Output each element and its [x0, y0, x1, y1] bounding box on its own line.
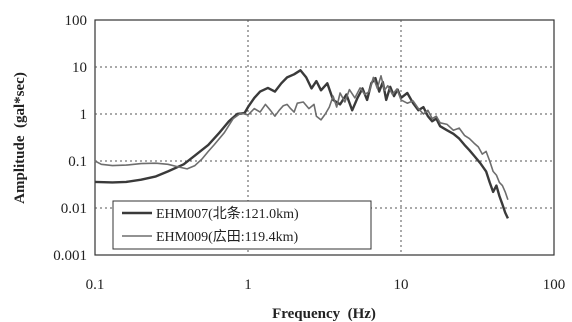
series-layer: [94, 69, 509, 219]
legend-label-ehm007: EHM007(北条:121.0km): [156, 205, 299, 222]
legend: EHM007(北条:121.0km) EHM009(広田:119.4km): [112, 200, 372, 250]
legend-box: [112, 200, 372, 250]
y-tick-label: 10: [72, 60, 87, 76]
y-tick-label: 1: [80, 107, 88, 123]
x-tick-label: 1: [244, 277, 252, 293]
legend-label-ehm009: EHM009(広田:119.4km): [156, 229, 299, 245]
y-tick-label: 100: [65, 13, 88, 29]
y-tick-label: 0.1: [68, 154, 87, 170]
x-axis-title: Frequency (Hz): [272, 306, 376, 322]
series-line-1: [94, 75, 509, 200]
y-tick-label: 0.001: [53, 248, 87, 264]
x-tick-label: 100: [543, 277, 566, 293]
x-tick-labels: 0.1 1 10 100: [86, 277, 566, 293]
x-tick-label: 0.1: [86, 277, 105, 293]
x-tick-label: 10: [394, 277, 409, 293]
y-tick-labels: 0.001 0.01 0.1 1 10 100: [53, 13, 87, 264]
y-tick-label: 0.01: [61, 201, 87, 217]
y-axis-title: Amplitude (gal*sec): [12, 72, 28, 204]
